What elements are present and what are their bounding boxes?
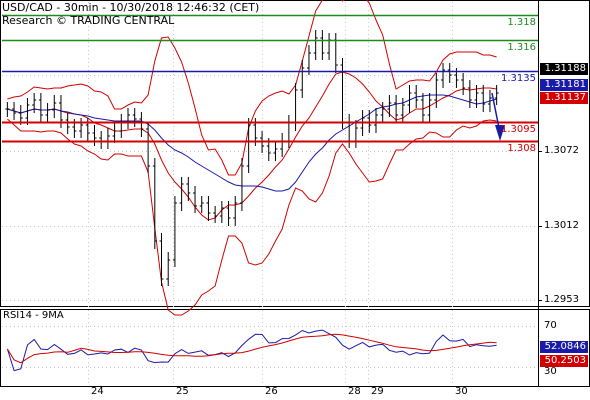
indicator-box: 52.0846 (540, 341, 588, 353)
date-label: 24 (91, 386, 104, 397)
price-tick-label: 1.3072 (544, 145, 579, 156)
level-label: 1.3095 (501, 124, 536, 135)
level-label: 1.318 (507, 17, 536, 28)
forecast-arrow-head (495, 125, 505, 141)
level-label: 1.316 (507, 42, 536, 53)
level-label: 1.3135 (501, 73, 536, 84)
price-box: 1.31181 (540, 79, 588, 91)
rsi-line (6, 329, 497, 372)
indicator-tick-label: 70 (544, 319, 557, 331)
moving-average-slow (7, 94, 497, 192)
chart-subtitle: Research © TRADING CENTRAL (2, 14, 175, 27)
date-label: 25 (176, 386, 189, 397)
price-box: 1.31188 (540, 63, 588, 75)
price-box: 1.31137 (540, 92, 588, 104)
rsi-ma-line (6, 333, 497, 364)
indicator-title: RSI14 - 9MA (3, 310, 64, 321)
date-label: 26 (265, 386, 278, 397)
date-label: 30 (455, 386, 468, 397)
price-tick-label: 1.2953 (544, 294, 579, 305)
chart-title: USD/CAD - 30min - 10/30/2018 12:46:32 (C… (2, 1, 260, 14)
bollinger-upper (7, 0, 497, 176)
price-tick-label: 1.3012 (544, 220, 579, 231)
moving-average-fast (7, 71, 497, 221)
bollinger-lower (7, 118, 497, 316)
indicator-tick-label: 30 (544, 366, 557, 378)
indicator-box: 50.2503 (540, 355, 588, 367)
level-label: 1.308 (507, 143, 536, 154)
date-label: 28 (348, 386, 361, 397)
date-label: 29 (371, 386, 384, 397)
